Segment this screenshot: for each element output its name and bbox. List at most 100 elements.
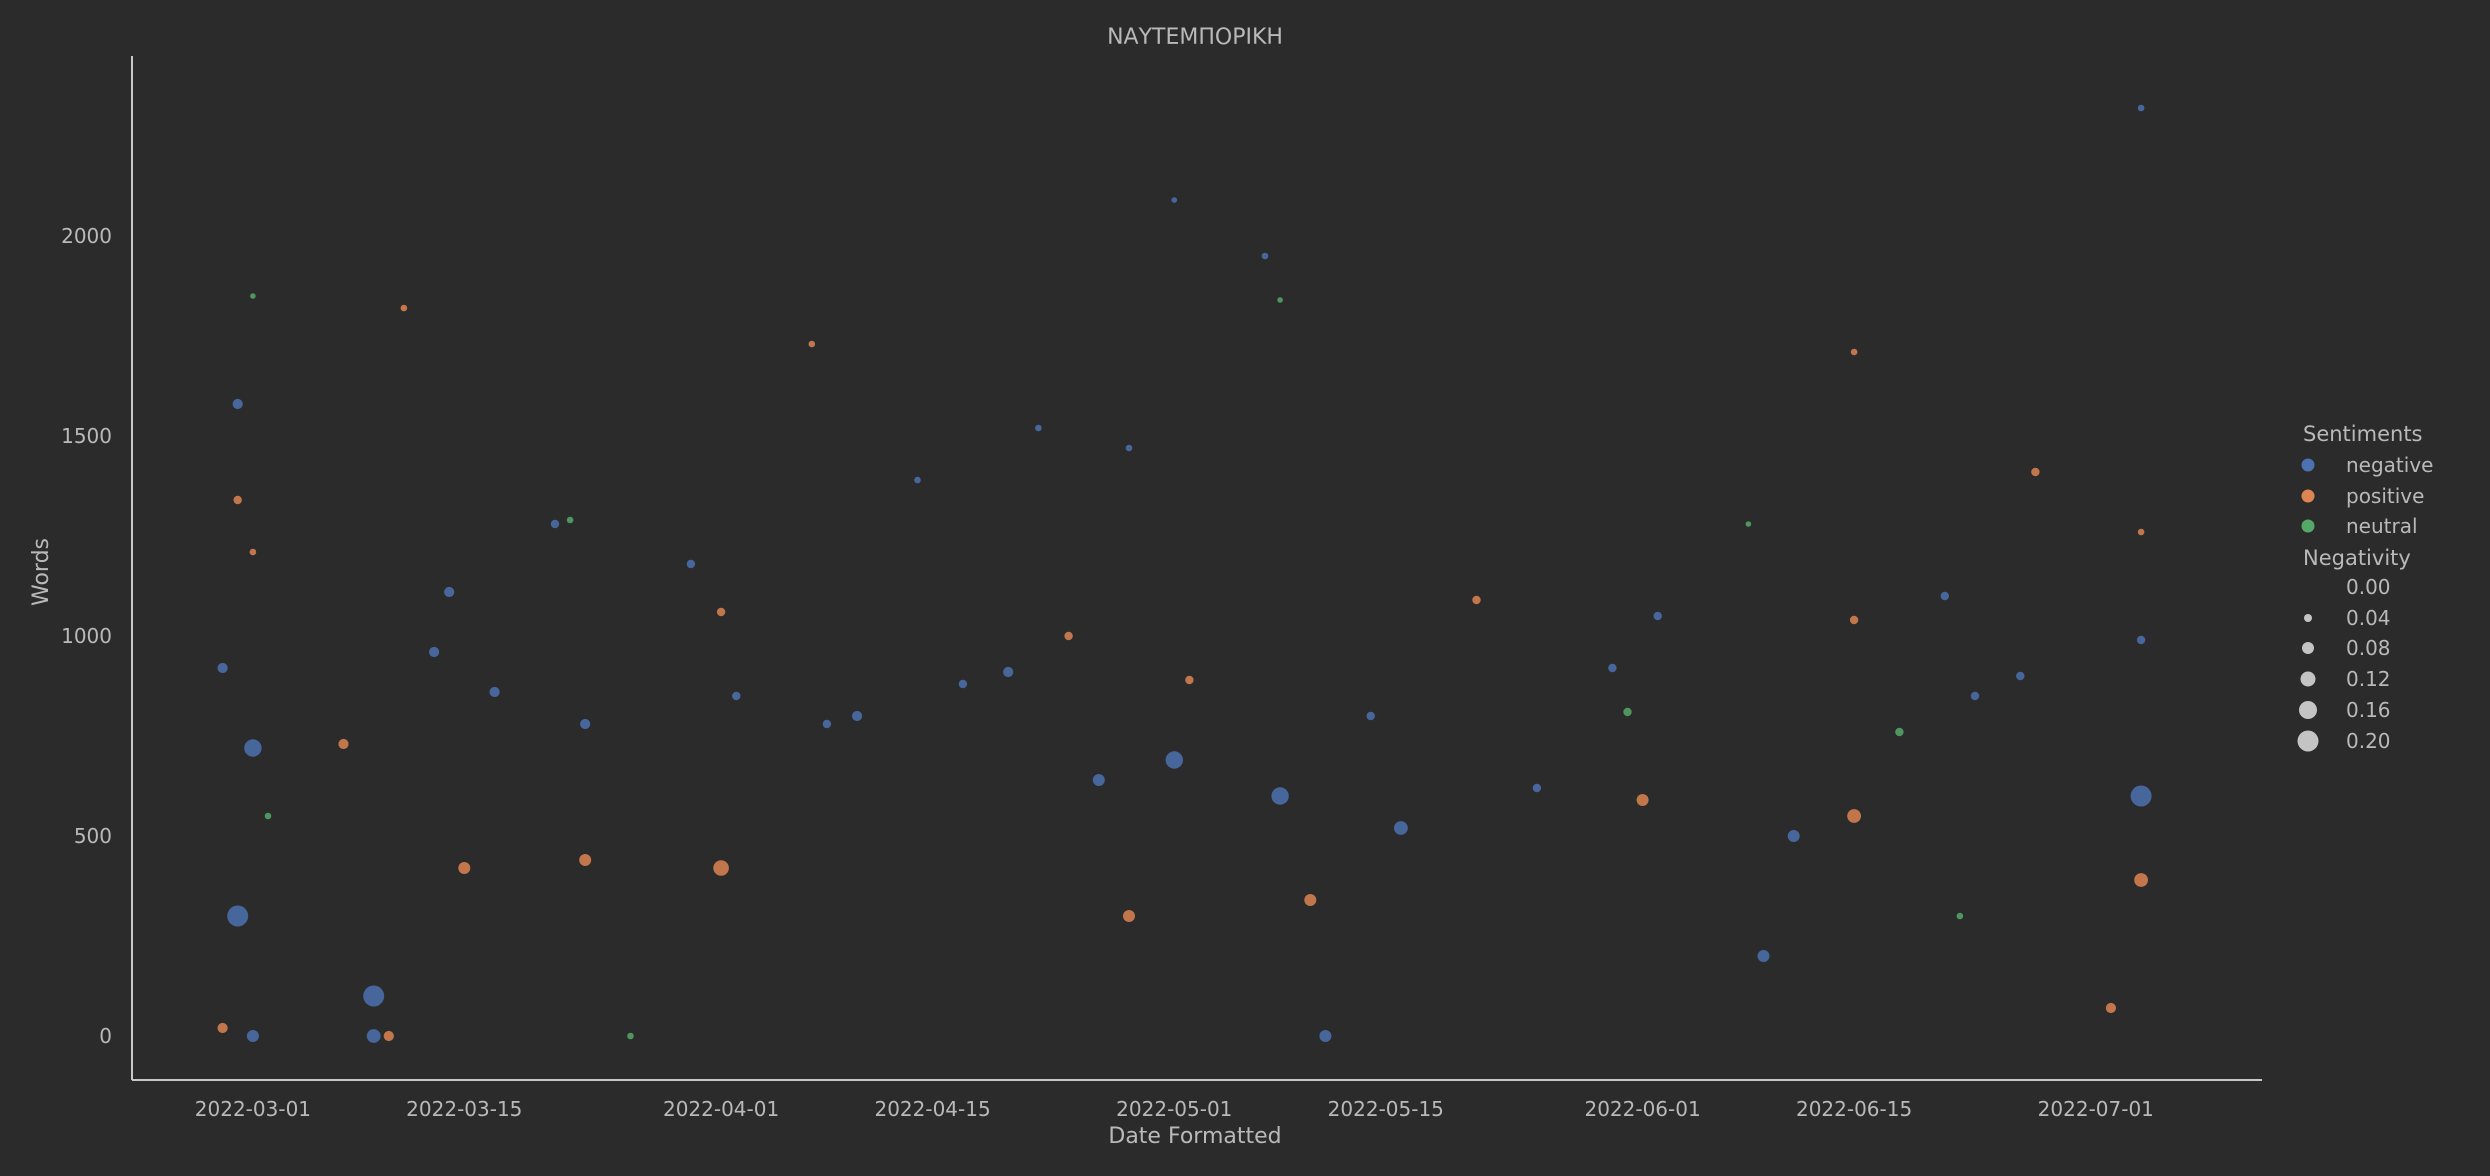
legend-marker-negative	[2301, 458, 2315, 472]
x-tick-label-7: 2022-06-15	[1796, 1097, 1912, 1121]
legend-size-label-5: 0.20	[2346, 729, 2391, 753]
point-negative-23	[1171, 197, 1178, 203]
point-negative-22	[1165, 751, 1184, 769]
point-negative-19	[1035, 424, 1042, 432]
point-positive-2	[249, 548, 257, 556]
legend-size-label-1: 0.04	[2346, 606, 2391, 630]
point-negative-0	[217, 662, 228, 674]
point-positive-6	[458, 862, 471, 874]
point-negative-30	[1608, 663, 1617, 673]
x-tick-label-4: 2022-05-01	[1116, 1097, 1232, 1121]
point-negative-8	[444, 586, 455, 598]
point-negative-12	[686, 559, 696, 569]
legend-size-label-4: 0.16	[2346, 698, 2391, 722]
point-positive-19	[1850, 348, 1858, 356]
point-negative-31	[1653, 611, 1662, 621]
point-negative-16	[914, 476, 921, 484]
y-tick-label-4: 2000	[61, 224, 112, 248]
point-negative-35	[1970, 691, 1980, 701]
point-positive-14	[1304, 894, 1317, 906]
y-tick-label-3: 1500	[61, 424, 112, 448]
point-negative-6	[363, 985, 385, 1007]
legend-size-marker-1	[2304, 614, 2312, 622]
point-negative-1	[232, 398, 243, 410]
point-negative-34	[1940, 591, 1950, 601]
legend-size-marker-4	[2299, 701, 2317, 719]
point-neutral-8	[1956, 912, 1964, 920]
point-neutral-0	[250, 293, 256, 299]
point-positive-13	[1185, 675, 1194, 685]
point-neutral-5	[1623, 707, 1632, 717]
point-positive-7	[579, 854, 592, 866]
y-tick-label-0: 0	[99, 1024, 112, 1048]
y-axis-label: Words	[29, 538, 54, 606]
legend-label-neutral: neutral	[2346, 514, 2418, 538]
point-positive-3	[338, 738, 349, 750]
point-positive-15	[1472, 595, 1481, 605]
point-positive-17	[1849, 615, 1859, 625]
legend-marker-positive	[2301, 489, 2315, 503]
point-positive-16	[1636, 794, 1649, 806]
point-negative-24	[1261, 252, 1269, 260]
point-positive-4	[383, 1030, 394, 1042]
legend-hue-title: Sentiments	[2303, 422, 2423, 446]
point-negative-11	[580, 718, 591, 730]
chart-title: ΝΑΥΤΕΜΠΟΡΙΚΗ	[1107, 25, 1283, 50]
x-tick-label-1: 2022-03-15	[406, 1097, 522, 1121]
y-tick-label-1: 500	[74, 824, 112, 848]
point-neutral-3	[627, 1032, 634, 1040]
ticks-layer: 0 500 1000 1500 2000 2022-03-01 2022-03-15 2022…	[61, 224, 2154, 1121]
legend-label-negative: negative	[2346, 453, 2433, 477]
point-negative-27	[1366, 711, 1375, 721]
point-negative-33	[1787, 830, 1800, 842]
legend-size-marker-5	[2297, 730, 2319, 752]
point-negative-21	[1125, 444, 1133, 452]
point-positive-5	[400, 304, 408, 312]
x-tick-label-6: 2022-06-01	[1584, 1097, 1700, 1121]
x-tick-label-8: 2022-07-01	[2038, 1097, 2154, 1121]
legend-size-label-3: 0.12	[2346, 667, 2391, 691]
point-positive-9	[713, 860, 729, 876]
point-neutral-4	[1277, 297, 1283, 303]
x-tick-label-3: 2022-04-15	[874, 1097, 990, 1121]
x-tick-label-0: 2022-03-01	[195, 1097, 311, 1121]
point-negative-13	[732, 691, 741, 701]
point-negative-18	[1003, 666, 1014, 678]
legend-size-marker-2	[2302, 642, 2314, 654]
point-negative-10	[550, 519, 560, 529]
axes-layer	[131, 56, 2262, 1081]
legend-size-label-2: 0.08	[2346, 636, 2391, 660]
point-negative-26	[1319, 1030, 1332, 1042]
point-positive-11	[1064, 631, 1073, 641]
point-neutral-2	[566, 516, 574, 524]
points-layer	[217, 104, 2152, 1043]
point-positive-20	[2031, 467, 2040, 477]
point-negative-3	[246, 1030, 259, 1042]
point-neutral-1	[264, 812, 272, 820]
point-negative-2	[244, 739, 262, 757]
point-positive-21	[2105, 1002, 2116, 1014]
point-negative-37	[2137, 104, 2145, 112]
x-tick-label-2: 2022-04-01	[663, 1097, 779, 1121]
legend-marker-neutral	[2301, 519, 2315, 533]
point-negative-36	[2016, 671, 2025, 681]
point-negative-17	[958, 679, 968, 689]
x-tick-label-5: 2022-05-15	[1328, 1097, 1444, 1121]
point-positive-10	[808, 340, 816, 348]
point-positive-18	[1847, 809, 1861, 823]
point-negative-14	[822, 719, 832, 729]
point-negative-38	[2130, 785, 2152, 807]
point-negative-20	[1092, 774, 1105, 786]
point-negative-29	[1532, 783, 1542, 793]
point-positive-12	[1123, 910, 1135, 922]
point-negative-5	[366, 1029, 381, 1043]
point-positive-22	[2137, 528, 2145, 536]
legend-label-positive: positive	[2346, 484, 2424, 508]
point-negative-15	[852, 710, 863, 722]
point-positive-8	[716, 607, 726, 617]
legend-size-label-0: 0.00	[2346, 575, 2391, 599]
point-negative-9	[489, 686, 500, 698]
